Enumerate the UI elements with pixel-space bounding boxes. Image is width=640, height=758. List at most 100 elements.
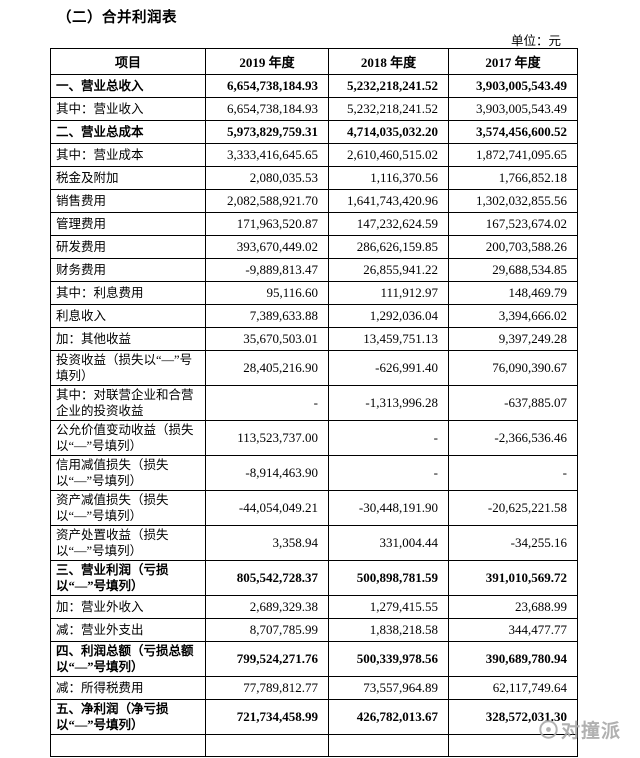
row-value-2018: 5,232,218,241.52 (328, 97, 449, 121)
table-row: 加：营业外收入 2,689,329.38 1,279,415.55 23,688.99 (50, 595, 578, 619)
section-title: （二）合并利润表 (57, 10, 177, 26)
row-label: 其中：营业成本 (50, 143, 206, 167)
row-value-2019: 3,333,416,645.65 (205, 143, 329, 167)
row-label: 财务费用 (50, 258, 206, 282)
row-value-2017: 390,689,780.94 (448, 641, 578, 677)
unit-label-row: 单位：元 (50, 30, 577, 49)
income-table-body: 一、营业总收入 6,654,738,184.93 5,232,218,241.52 3… (50, 74, 578, 757)
row-value-2018: 13,459,751.13 (328, 327, 449, 351)
row-value-2018: 147,232,624.59 (328, 212, 449, 236)
table-row: 加：其他收益 35,670,503.01 13,459,751.13 9,397,24… (50, 327, 578, 351)
row-value-2018: - (328, 420, 449, 456)
row-label: 二、营业总成本 (50, 120, 206, 144)
table-row: 减：所得税费用 77,789,812.77 73,557,964.89 62,117,… (50, 676, 578, 700)
watermark-text: 对撞派 (561, 721, 622, 742)
row-label: 资产减值损失（损失以“—”号填列） (50, 490, 206, 526)
row-label: 利息收入 (50, 304, 206, 328)
row-value-2019: -44,054,049.21 (205, 490, 329, 526)
row-value-2017: 62,117,749.64 (448, 676, 578, 700)
row-value-2018: 73,557,964.89 (328, 676, 449, 700)
row-value (328, 734, 449, 757)
row-value-2019: 113,523,737.00 (205, 420, 329, 456)
row-value-2017: -34,255.16 (448, 525, 578, 561)
row-label: 税金及附加 (50, 166, 206, 190)
row-value-2018: 1,279,415.55 (328, 595, 449, 619)
row-label (50, 734, 206, 757)
row-value-2018: 426,782,013.67 (328, 699, 449, 735)
row-label: 其中：对联营企业和合营企业的投资收益 (50, 385, 206, 421)
watermark: 对撞派 (538, 716, 621, 743)
row-value-2018: 5,232,218,241.52 (328, 74, 449, 98)
row-value-2018: 1,116,370.56 (328, 166, 449, 190)
row-value-2019: 3,358.94 (205, 525, 329, 561)
row-value-2017: 1,872,741,095.65 (448, 143, 578, 167)
row-value-2019: 7,389,633.88 (205, 304, 329, 328)
row-value-2017: 3,903,005,543.49 (448, 97, 578, 121)
row-label: 其中：营业收入 (50, 97, 206, 121)
row-value-2018: 111,912.97 (328, 281, 449, 305)
row-value-2018: 500,339,978.56 (328, 641, 449, 677)
row-value (448, 734, 578, 757)
table-row: 二、营业总成本 5,973,829,759.31 4,714,035,032.20 3… (50, 120, 578, 144)
row-value-2018: 1,838,218.58 (328, 618, 449, 642)
row-value-2018: 26,855,941.22 (328, 258, 449, 282)
row-value-2019: -9,889,813.47 (205, 258, 329, 282)
table-row: 税金及附加 2,080,035.53 1,116,370.56 1,766,852.1… (50, 166, 578, 190)
row-value-2017: - (448, 455, 578, 491)
row-value-2017: 148,469.79 (448, 281, 578, 305)
row-label: 五、净利润（净亏损以“—”号填列） (50, 699, 206, 735)
col-header-item: 项目 (50, 48, 206, 75)
row-value-2017: 3,903,005,543.49 (448, 74, 578, 98)
row-value-2019: 2,082,588,921.70 (205, 189, 329, 213)
row-label: 加：营业外收入 (50, 595, 206, 619)
row-label: 投资收益（损失以“—”号填列） (50, 350, 206, 386)
table-row: 投资收益（损失以“—”号填列） 28,405,216.90 -626,991.40 7… (50, 350, 578, 386)
row-value-2018: 2,610,460,515.02 (328, 143, 449, 167)
table-row: 销售费用 2,082,588,921.70 1,641,743,420.96 1,30… (50, 189, 578, 213)
row-value-2019: 5,973,829,759.31 (205, 120, 329, 144)
row-label: 研发费用 (50, 235, 206, 259)
row-value-2019: 2,080,035.53 (205, 166, 329, 190)
row-value-2017: 200,703,588.26 (448, 235, 578, 259)
row-value-2019: -8,914,463.90 (205, 455, 329, 491)
table-row: 财务费用 -9,889,813.47 26,855,941.22 29,688,534… (50, 258, 578, 282)
row-value-2018: -30,448,191.90 (328, 490, 449, 526)
row-value-2017: -20,625,221.58 (448, 490, 578, 526)
row-value-2017: 29,688,534.85 (448, 258, 578, 282)
row-value-2019: 393,670,449.02 (205, 235, 329, 259)
row-value-2019: 6,654,738,184.93 (205, 97, 329, 121)
row-label: 销售费用 (50, 189, 206, 213)
watermark-logo-icon (538, 719, 559, 740)
row-value-2017: -637,885.07 (448, 385, 578, 421)
row-value-2017: 3,574,456,600.52 (448, 120, 578, 144)
col-header-2017: 2017 年度 (448, 48, 578, 75)
row-value-2017: 76,090,390.67 (448, 350, 578, 386)
row-label: 资产处置收益（损失以“—”号填列） (50, 525, 206, 561)
unit-label: 单位：元 (510, 34, 561, 48)
table-row: 其中：营业收入 6,654,738,184.93 5,232,218,241.52 3… (50, 97, 578, 121)
table-row: 资产减值损失（损失以“—”号填列） -44,054,049.21 -30,448,1… (50, 490, 578, 526)
row-value-2019: 2,689,329.38 (205, 595, 329, 619)
row-value-2017: 1,766,852.18 (448, 166, 578, 190)
row-value-2019: 95,116.60 (205, 281, 329, 305)
table-row: 减：营业外支出 8,707,785.99 1,838,218.58 344,477.7… (50, 618, 578, 642)
row-label: 管理费用 (50, 212, 206, 236)
row-label: 信用减值损失（损失以“—”号填列） (50, 455, 206, 491)
row-value-2019: - (205, 385, 329, 421)
row-value (205, 734, 329, 757)
table-row: 五、净利润（净亏损以“—”号填列） 721,734,458.99 426,782,0… (50, 699, 578, 735)
row-value-2018: - (328, 455, 449, 491)
row-value-2017: 23,688.99 (448, 595, 578, 619)
row-value-2017: -2,366,536.46 (448, 420, 578, 456)
row-value-2017: 391,010,569.72 (448, 560, 578, 596)
row-value-2018: 500,898,781.59 (328, 560, 449, 596)
income-statement-table: 项目 2019 年度 2018 年度 2017 年度 一、营业总收入 6,654,… (50, 48, 578, 757)
row-label: 一、营业总收入 (50, 74, 206, 98)
row-value-2019: 799,524,271.76 (205, 641, 329, 677)
row-label: 公允价值变动收益（损失以“—”号填列） (50, 420, 206, 456)
row-value-2018: 4,714,035,032.20 (328, 120, 449, 144)
row-value-2018: 331,004.44 (328, 525, 449, 561)
row-value-2018: 1,292,036.04 (328, 304, 449, 328)
table-row: 三、营业利润（亏损以“—”号填列） 805,542,728.37 500,898,7… (50, 560, 578, 596)
table-row: 四、利润总额（亏损总额以“—”号填列） 799,524,271.76 500,339… (50, 641, 578, 677)
